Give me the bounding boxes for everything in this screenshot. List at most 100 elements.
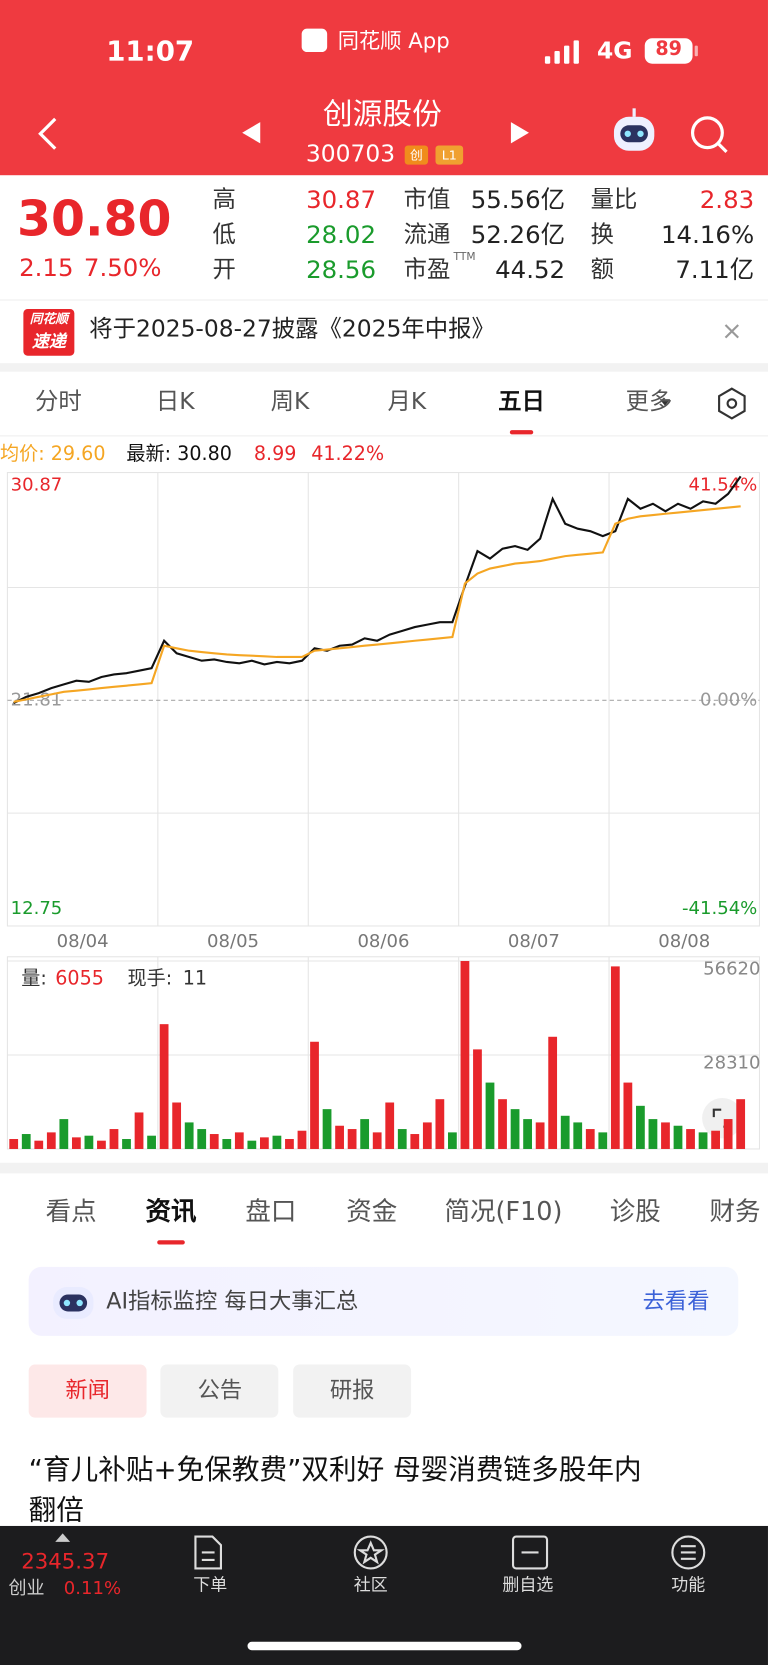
search-icon[interactable] bbox=[690, 116, 728, 153]
x-tick-label: 08/07 bbox=[508, 931, 560, 952]
settings-icon[interactable] bbox=[718, 387, 746, 420]
stat-value: 2.83 bbox=[699, 186, 755, 215]
time: 11:07 bbox=[106, 36, 195, 68]
star-icon bbox=[356, 1540, 385, 1565]
volume-bar bbox=[535, 1122, 545, 1149]
volume-bar bbox=[360, 1119, 370, 1149]
volume-bar bbox=[310, 1041, 319, 1149]
volume-bar bbox=[71, 1137, 81, 1149]
volume-bar bbox=[184, 1122, 194, 1149]
next-icon[interactable] bbox=[510, 122, 529, 144]
order-icon[interactable] bbox=[194, 1535, 222, 1570]
separator bbox=[0, 435, 768, 437]
change-pct: 7.50% bbox=[83, 254, 162, 283]
volume-bar bbox=[385, 1102, 395, 1149]
tab-underline bbox=[157, 1240, 185, 1245]
volume-bar bbox=[648, 1119, 658, 1149]
chart-frame bbox=[6, 472, 761, 927]
index-name: 创业 bbox=[8, 1577, 45, 1600]
separator bbox=[0, 299, 768, 301]
stat-label: 流通 bbox=[403, 221, 451, 249]
up-arrow bbox=[55, 1533, 71, 1542]
close-icon[interactable] bbox=[724, 324, 739, 339]
volume-bar bbox=[661, 1122, 670, 1149]
y-tick-label: 12.75 bbox=[11, 898, 63, 919]
volume-bar bbox=[623, 1082, 633, 1149]
bar-item: 社区 bbox=[353, 1574, 388, 1595]
prev-icon[interactable] bbox=[242, 122, 261, 144]
price: 30.80 bbox=[16, 190, 172, 248]
index-value: 2345.37 bbox=[21, 1548, 110, 1574]
x-tick-label: 08/05 bbox=[207, 931, 259, 952]
robot-icon[interactable] bbox=[613, 108, 655, 151]
volume-bar bbox=[485, 1082, 495, 1149]
headline: “育儿补贴+免保教费”双利好 母婴消费链多股年内 bbox=[28, 1454, 642, 1487]
volume-bar bbox=[397, 1129, 407, 1149]
content-tab: 财务 bbox=[709, 1196, 761, 1227]
hand-value: 11 bbox=[182, 967, 208, 990]
avg-label: 均价: 29.60 bbox=[0, 442, 106, 466]
ai-banner[interactable] bbox=[28, 1266, 739, 1336]
volume-bar bbox=[372, 1132, 382, 1149]
volume-bar bbox=[422, 1122, 432, 1149]
stat-sup: TTM bbox=[453, 251, 476, 264]
badge: L1 bbox=[435, 145, 464, 165]
volume-bar bbox=[523, 1119, 532, 1149]
filter-chip[interactable] bbox=[28, 1364, 147, 1418]
content-tab: 看点 bbox=[45, 1196, 97, 1227]
y-tick-label: 56620 bbox=[703, 959, 760, 980]
volume-bar bbox=[159, 1024, 169, 1149]
volume-bar bbox=[335, 1125, 344, 1149]
volume-bar bbox=[34, 1140, 44, 1149]
x-tick-label: 08/06 bbox=[357, 931, 409, 952]
volume-bar bbox=[109, 1129, 119, 1149]
volume-bar bbox=[59, 1119, 69, 1149]
volume-bar bbox=[736, 1099, 746, 1149]
stat-label: 换 bbox=[590, 221, 614, 249]
volume-bar bbox=[510, 1109, 520, 1149]
volume-bar bbox=[711, 1130, 720, 1149]
stat-label: 开 bbox=[212, 256, 236, 284]
content-tab: 简况(F10) bbox=[444, 1196, 563, 1227]
volume-bar bbox=[347, 1129, 357, 1149]
index-change: 0.11% bbox=[63, 1577, 122, 1600]
app-icon bbox=[301, 28, 328, 53]
volume-bar bbox=[673, 1125, 683, 1149]
filter-chip[interactable] bbox=[293, 1364, 412, 1418]
stat-value: 7.11亿 bbox=[675, 256, 755, 285]
volume-bar bbox=[172, 1102, 182, 1149]
ai-robot bbox=[53, 1287, 94, 1319]
battery-cap bbox=[694, 45, 698, 57]
stat-value: 28.02 bbox=[306, 221, 377, 250]
bar-item: 下单 bbox=[193, 1574, 228, 1595]
filter-label: 公告 bbox=[197, 1377, 243, 1403]
ai-action: 去看看 bbox=[642, 1288, 710, 1314]
content-tab: 资讯 bbox=[145, 1196, 197, 1227]
volume-bar bbox=[285, 1139, 294, 1149]
chart-tab: 月K bbox=[387, 388, 427, 416]
info-pct: 41.22% bbox=[311, 442, 385, 466]
y-tick-label: 30.87 bbox=[11, 474, 63, 495]
back-icon[interactable] bbox=[38, 117, 57, 150]
volume-bar bbox=[560, 1115, 570, 1149]
volume-bar bbox=[9, 1139, 19, 1149]
volume-bar bbox=[698, 1132, 708, 1149]
community-icon[interactable] bbox=[353, 1535, 388, 1570]
logo-text: 同花顺 bbox=[29, 311, 68, 327]
volume-bar bbox=[147, 1135, 156, 1149]
volume-bar bbox=[460, 961, 470, 1149]
notice-logo bbox=[23, 309, 75, 356]
chart-tab: 更多 bbox=[625, 388, 673, 416]
stat-value: 28.56 bbox=[306, 256, 377, 285]
volume-bar bbox=[610, 966, 620, 1149]
volume-bar bbox=[84, 1135, 94, 1149]
ai-text: AI指标监控 每日大事汇总 bbox=[106, 1288, 359, 1314]
filter-chip[interactable] bbox=[160, 1364, 279, 1418]
remove-icon[interactable] bbox=[511, 1535, 549, 1570]
function-icon[interactable] bbox=[671, 1535, 706, 1570]
logo-text: 速递 bbox=[31, 331, 66, 352]
x-tick-label: 08/08 bbox=[658, 931, 710, 952]
